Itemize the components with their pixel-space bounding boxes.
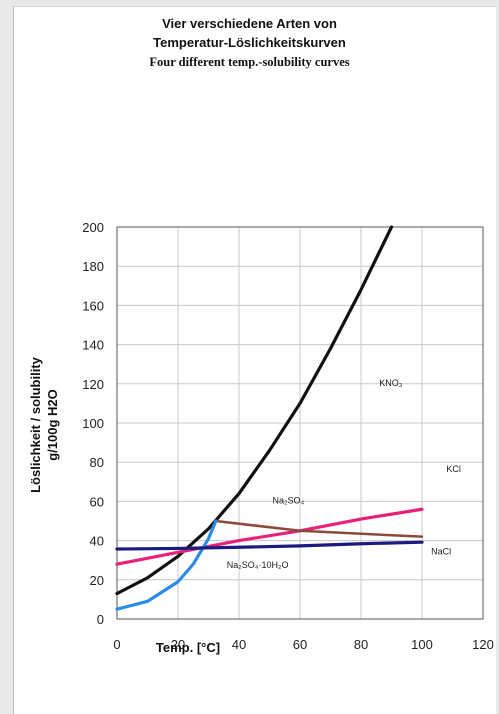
y-axis-label-line1: Löslichkeit / solubility [28, 356, 43, 493]
x-tick-label: 40 [232, 637, 246, 652]
y-tick-label: 100 [82, 416, 104, 431]
y-tick-label: 0 [97, 612, 104, 627]
x-tick-label: 20 [171, 637, 185, 652]
series-line [115, 225, 394, 596]
y-tick-label: 60 [90, 494, 104, 509]
plot-frame [116, 226, 484, 620]
series-label: Na₂SO₄·10H₂O [227, 560, 289, 570]
series-label: KNO₃ [379, 378, 403, 388]
x-tick-labels: 0 20 40 60 80 100 120 [113, 637, 493, 652]
y-tick-label: 140 [82, 338, 104, 353]
y-tick-label: 80 [90, 455, 104, 470]
page-sheet [13, 6, 496, 714]
chart-title-line2: Temperatur-Löslichkeitskurven [153, 35, 346, 50]
chart-title-line1: Vier verschiedene Arten von [162, 16, 337, 31]
x-tick-label: 120 [472, 637, 494, 652]
y-tick-labels: 0 20 40 60 80 100 120 140 160 180 200 [82, 220, 104, 627]
series-line [115, 519, 218, 611]
grid [116, 226, 484, 620]
series-line [115, 540, 424, 551]
x-tick-label: 80 [354, 637, 368, 652]
series-lines [115, 225, 424, 611]
x-tick-label: 60 [293, 637, 307, 652]
y-tick-label: 120 [82, 377, 104, 392]
series-line [115, 507, 424, 566]
y-tick-label: 20 [90, 573, 104, 588]
title-block: Vier verschiedene Arten von Temperatur-L… [0, 14, 499, 72]
series-labels: KNO₃ KCl Na₂SO₄ NaCl Na₂SO₄·10H₂O [227, 378, 461, 570]
x-tick-label: 0 [113, 637, 120, 652]
series-line [214, 519, 424, 538]
y-tick-label: 160 [82, 298, 104, 313]
series-label: NaCl [431, 546, 451, 556]
y-tick-label: 200 [82, 220, 104, 235]
y-axis-label-line2: g/100g H2O [45, 389, 60, 461]
x-tick-label: 100 [411, 637, 433, 652]
series-label: Na₂SO₄ [273, 495, 305, 505]
chart-title-line3: Four different temp.-solubility curves [149, 55, 350, 69]
y-tick-label: 40 [90, 534, 104, 549]
series-label: KCl [446, 464, 461, 474]
y-tick-label: 180 [82, 259, 104, 274]
x-axis-label: Temp. [°C] [156, 640, 220, 655]
